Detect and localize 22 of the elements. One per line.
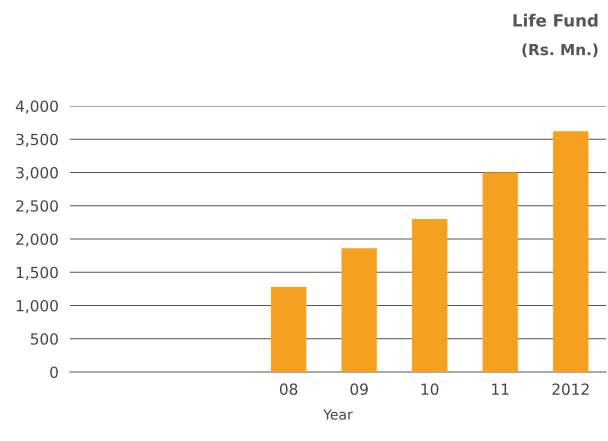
bar — [271, 286, 306, 372]
x-tick-label: 09 — [350, 383, 368, 395]
y-tick-label: 0 — [50, 366, 58, 378]
x-tick-label: 11 — [492, 384, 509, 395]
x-tick-label: 2012 — [552, 383, 589, 395]
y-tick-label: 3,000 — [16, 166, 58, 180]
chart-subtitle: (Rs. Mn.) — [522, 44, 598, 58]
x-tick-label: 10 — [422, 383, 438, 395]
y-tick-label: 1,500 — [16, 266, 58, 280]
chart-title: Life Fund — [514, 14, 598, 27]
y-tick-label: 2,500 — [16, 200, 58, 214]
y-tick-label: 4,000 — [16, 100, 58, 114]
y-tick-label: 500 — [30, 333, 58, 345]
y-tick-label: 3,500 — [16, 134, 58, 147]
bar — [342, 248, 377, 372]
bar — [412, 219, 448, 372]
x-axis-title: Year — [323, 409, 353, 420]
y-tick-label: 1,000 — [16, 300, 58, 314]
x-tick-label: 08 — [280, 383, 298, 395]
bar — [553, 131, 588, 372]
y-tick-label: 2,000 — [16, 233, 58, 247]
bar — [482, 172, 518, 372]
